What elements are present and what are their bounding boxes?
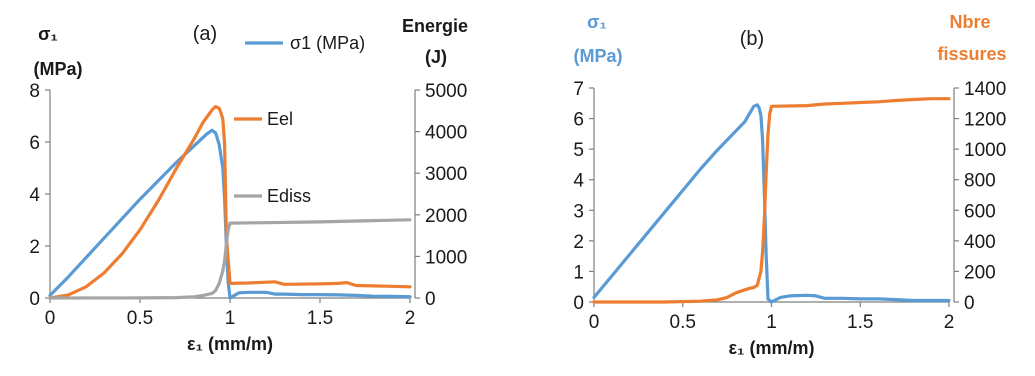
y-left-tick-label: 1 xyxy=(573,262,584,283)
x-tick-label: 1.5 xyxy=(847,312,873,333)
y-right-tick-label: 600 xyxy=(964,201,996,222)
legend-label: σ1 (MPa) xyxy=(290,33,365,53)
y-right-tick-label: 1200 xyxy=(964,110,1006,131)
y-right-axis-title: Nbre xyxy=(949,12,990,32)
y-right-tick-label: 1000 xyxy=(964,140,1006,161)
x-axis-title: ε₁ (mm/m) xyxy=(729,338,815,358)
y-right-tick-label: 800 xyxy=(964,171,996,192)
y-right-axis-title: (J) xyxy=(425,47,447,67)
panel-label: (b) xyxy=(740,28,764,50)
y-right-tick-label: 2000 xyxy=(425,206,467,227)
series-line-ediss xyxy=(48,218,412,300)
annotation-label: Ediss xyxy=(267,186,311,206)
y-right-axis-title: fissures xyxy=(937,44,1006,64)
x-tick-label: 1 xyxy=(225,308,236,329)
panel-label: (a) xyxy=(193,23,217,45)
x-tick-label: 1 xyxy=(766,312,777,333)
y-left-tick-label: 5 xyxy=(573,140,584,161)
series-line-1-0 xyxy=(592,103,951,304)
y-left-tick-label: 6 xyxy=(29,133,40,154)
x-tick-label: 1.5 xyxy=(307,308,333,329)
y-left-tick-label: 3 xyxy=(573,201,584,222)
y-left-tick-label: 0 xyxy=(29,289,40,310)
y-left-tick-label: 0 xyxy=(573,293,584,314)
y-right-axis-title: Energie xyxy=(402,16,468,36)
y-left-tick-label: 2 xyxy=(29,237,40,258)
y-right-tick-label: 0 xyxy=(425,289,436,310)
y-left-tick-label: 8 xyxy=(29,81,40,102)
x-tick-label: 2 xyxy=(944,312,955,333)
series-line-1-1 xyxy=(592,97,951,304)
y-left-tick-label: 4 xyxy=(29,185,40,206)
y-left-axis-title: (MPa) xyxy=(574,46,623,66)
x-tick-label: 0 xyxy=(589,312,600,333)
y-right-tick-label: 400 xyxy=(964,232,996,253)
y-right-tick-label: 1400 xyxy=(964,79,1006,100)
y-left-axis-title: σ₁ xyxy=(38,24,58,44)
y-left-tick-label: 6 xyxy=(573,110,584,131)
y-right-tick-label: 3000 xyxy=(425,164,467,185)
y-right-tick-label: 1000 xyxy=(425,247,467,268)
x-tick-label: 0.5 xyxy=(670,312,696,333)
x-tick-label: 0.5 xyxy=(127,308,153,329)
y-right-tick-label: 5000 xyxy=(425,81,467,102)
y-right-tick-label: 0 xyxy=(964,293,975,314)
series-line-eel xyxy=(48,105,412,300)
y-left-axis-title: (MPa) xyxy=(34,59,83,79)
y-left-tick-label: 2 xyxy=(573,232,584,253)
y-right-tick-label: 4000 xyxy=(425,123,467,144)
y-left-axis-title: σ₁ xyxy=(587,12,607,32)
chart-panel-a: 0 0.5 1 1.5 202468010002000300040005000(a)ε₁… xyxy=(29,16,468,354)
y-right-tick-label: 200 xyxy=(964,262,996,283)
annotation-label: Eel xyxy=(267,109,293,129)
y-left-tick-label: 7 xyxy=(573,79,584,100)
y-left-tick-label: 4 xyxy=(573,171,584,192)
x-axis-title: ε₁ (mm/m) xyxy=(187,334,273,354)
chart-panel-b: 0 0.5 1 1.5 20123456702004006008001000120014… xyxy=(573,12,1006,358)
x-tick-label: 0 xyxy=(45,308,56,329)
x-tick-label: 2 xyxy=(405,308,416,329)
